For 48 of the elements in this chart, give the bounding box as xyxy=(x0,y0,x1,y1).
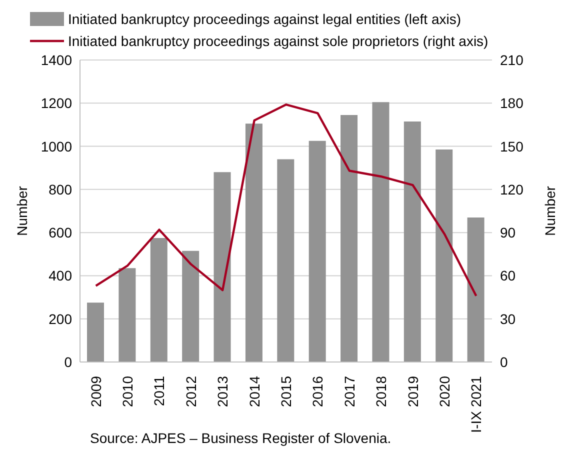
bar xyxy=(118,268,136,362)
y-tick-label: 600 xyxy=(48,224,72,241)
y-tick-label: 0 xyxy=(64,354,72,370)
x-tick-label: 2020 xyxy=(436,376,452,408)
bar xyxy=(87,302,104,362)
x-tick-label: 2018 xyxy=(373,376,390,408)
bar xyxy=(404,121,421,362)
source-note: Source: AJPES – Business Register of Slovenia. xyxy=(90,430,392,446)
x-tick-label: 2012 xyxy=(182,376,199,408)
y2-tick-label: 30 xyxy=(500,310,516,327)
y2-tick-label: 0 xyxy=(500,354,508,370)
line-series xyxy=(94,103,478,297)
y2-tick-label: 90 xyxy=(500,224,516,241)
y-tick-label: 200 xyxy=(48,310,72,327)
x-tick-label: 2019 xyxy=(404,376,421,408)
x-tick-label: 2015 xyxy=(278,376,294,408)
bar xyxy=(340,115,358,362)
legend-label: Initiated bankruptcy proceedings against sole proprietors (right axis) xyxy=(68,33,488,49)
y-tick-label: 1000 xyxy=(40,138,72,154)
x-tick-label: 2009 xyxy=(88,376,104,408)
bar xyxy=(245,124,262,362)
bar xyxy=(467,217,484,362)
bar xyxy=(308,140,326,362)
y2-tick-label: 60 xyxy=(500,268,516,284)
x-tick-label: 2013 xyxy=(214,376,231,408)
x-tick-label: 2016 xyxy=(310,376,326,408)
x-tick-label: 2011 xyxy=(151,376,168,406)
bar xyxy=(436,150,453,362)
bar xyxy=(182,250,200,362)
x-tick-label: 2014 xyxy=(246,376,262,408)
x-tick-label: 2010 xyxy=(120,376,136,408)
y-tick-label: 400 xyxy=(48,268,72,284)
y2-tick-label: 180 xyxy=(500,95,524,112)
x-tick-label: I-IX 2021 xyxy=(468,376,484,433)
y2-axis-title: Number xyxy=(542,186,558,236)
bar xyxy=(150,238,168,362)
bar xyxy=(214,172,231,362)
y2-tick-label: 120 xyxy=(500,181,524,198)
y2-tick-label: 210 xyxy=(500,52,524,68)
y-tick-label: 1200 xyxy=(40,95,72,112)
legend-label: Initiated bankruptcy proceedings against legal entities (left axis) xyxy=(68,11,461,27)
y2-tick-label: 150 xyxy=(500,138,524,154)
y-tick-label: 800 xyxy=(48,181,72,198)
bar xyxy=(277,159,294,362)
y-tick-label: 1400 xyxy=(40,52,72,68)
bar xyxy=(372,102,390,362)
y-axis-title: Number xyxy=(14,186,30,236)
x-tick-label: 2017 xyxy=(341,376,358,408)
